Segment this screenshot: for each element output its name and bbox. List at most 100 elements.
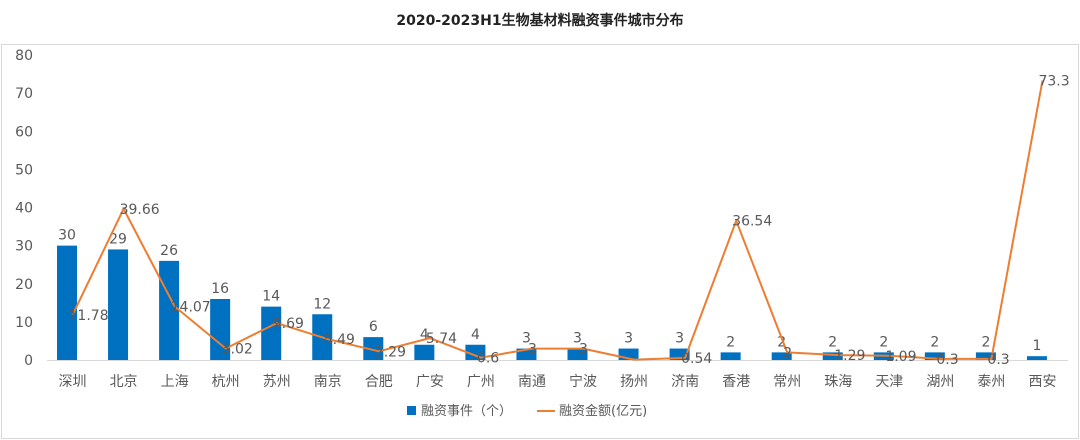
line-data-label: 39.66	[120, 202, 160, 218]
bar-series	[57, 245, 1047, 360]
x-tick-label: 杭州	[212, 374, 240, 390]
bar-data-label: 6	[369, 319, 378, 335]
bar	[771, 352, 792, 360]
line-data-label: 3	[528, 342, 537, 358]
bar	[414, 344, 435, 360]
line-data-label: 73.3	[1038, 74, 1069, 90]
y-tick-label: 0	[24, 353, 33, 369]
line-data-label: 2	[783, 345, 792, 361]
bar-data-label: 16	[211, 281, 229, 297]
bar	[669, 348, 690, 360]
bar	[57, 245, 77, 360]
line-data-label: 3.02	[222, 341, 253, 357]
line-data-label: 11.78	[69, 308, 109, 324]
y-tick-label: 20	[15, 277, 33, 293]
bar-data-label: 3	[522, 331, 531, 347]
line-path	[71, 80, 1044, 361]
bar	[618, 348, 639, 360]
line-data-label: 5.49	[324, 332, 355, 348]
line-data-label: 5.74	[426, 331, 457, 347]
x-tick-label: 常州	[773, 374, 801, 390]
line-data-label: 36.54	[732, 214, 772, 230]
chart-frame	[1, 44, 1079, 439]
x-tick-label: 天津	[875, 374, 903, 390]
x-tick-label: 上海	[161, 374, 189, 390]
bar	[465, 344, 486, 360]
line-data-label: 0.3	[936, 352, 958, 368]
bar	[1026, 356, 1047, 360]
line-data-label: 0.6	[477, 351, 499, 367]
bar-data-label: 3	[624, 331, 633, 347]
y-tick-label: 60	[15, 124, 33, 140]
chart-title: 2020-2023H1生物基材料融资事件城市分布	[396, 12, 683, 29]
bar-data-label: 4	[471, 327, 480, 343]
line-data-label: 14.07	[171, 299, 211, 315]
y-tick-label: 40	[15, 201, 33, 217]
bar-data-label: 14	[262, 289, 280, 305]
line-data-label: 2.29	[375, 344, 406, 360]
x-tick-label: 合肥	[365, 374, 393, 390]
bar	[567, 348, 588, 360]
line-data-label: 0.3	[987, 352, 1009, 368]
legend-line-label: 融资金额(亿元)	[559, 403, 647, 419]
x-tick-label: 深圳	[59, 374, 87, 390]
line-data-label: 0.54	[681, 351, 712, 367]
x-axis: 深圳 北京 上海 杭州 苏州 南京 合肥 广安 广州 南通 宁波 扬州 济南 香港 常州 珠海 天津 湖州 泰州 西安	[47, 360, 1068, 390]
x-tick-label: 南京	[314, 374, 342, 390]
line-data-label: 3	[579, 342, 588, 358]
x-tick-label: 泰州	[977, 374, 1005, 390]
x-tick-label: 香港	[722, 374, 750, 390]
x-tick-label: 南通	[518, 374, 546, 390]
x-tick-label: 宁波	[569, 373, 597, 390]
bar-data-label: 2	[726, 334, 735, 350]
bar-data-label: 4	[420, 327, 429, 343]
bar-data-label: 2	[828, 334, 837, 350]
bar-data-label: 1	[1032, 338, 1041, 354]
bar	[975, 352, 996, 360]
bar-data-label: 26	[160, 243, 178, 259]
bar-data-label: 2	[879, 334, 888, 350]
y-tick-label: 30	[15, 239, 33, 255]
x-tick-label: 扬州	[620, 374, 648, 390]
legend-bar-label: 融资事件（个）	[421, 404, 512, 419]
bar	[261, 306, 282, 360]
x-tick-label: 广安	[416, 374, 444, 390]
bar	[516, 348, 537, 360]
bar-data-label: 12	[313, 296, 331, 312]
line-data-label: 1.09	[885, 349, 916, 365]
bar-data-label: 30	[58, 228, 76, 244]
line-data-label: 1.29	[834, 348, 865, 364]
legend-bar-swatch	[407, 406, 416, 415]
bar-data-label: 2	[930, 334, 939, 350]
y-tick-label: 10	[15, 315, 33, 331]
y-tick-label: 80	[15, 48, 33, 64]
legend: 融资事件（个） 融资金额(亿元)	[407, 403, 647, 419]
x-tick-label: 湖州	[926, 374, 954, 390]
x-tick-label: 苏州	[263, 374, 291, 390]
x-tick-label: 济南	[671, 374, 699, 390]
bar-data-label: 3	[675, 331, 684, 347]
y-tick-label: 50	[15, 162, 33, 178]
bar	[822, 352, 843, 360]
x-tick-label: 珠海	[824, 374, 852, 390]
bar-data-label: 3	[573, 331, 582, 347]
bar	[210, 299, 231, 360]
x-tick-label: 西安	[1028, 374, 1056, 390]
bar-data-label: 2	[981, 334, 990, 350]
x-tick-label: 北京	[110, 374, 138, 390]
line-series	[71, 80, 1044, 361]
bar	[924, 352, 945, 360]
y-tick-label: 70	[15, 86, 33, 102]
bar	[363, 337, 384, 360]
bar-data-label: 29	[109, 231, 127, 247]
bar	[108, 249, 129, 360]
x-tick-label: 广州	[467, 374, 495, 390]
bar	[720, 352, 741, 360]
y-axis: 0 10 20 30 40 50 60 70 80	[15, 48, 33, 369]
bar-data-label: 2	[777, 334, 786, 350]
line-data-label: 9.69	[273, 316, 304, 332]
